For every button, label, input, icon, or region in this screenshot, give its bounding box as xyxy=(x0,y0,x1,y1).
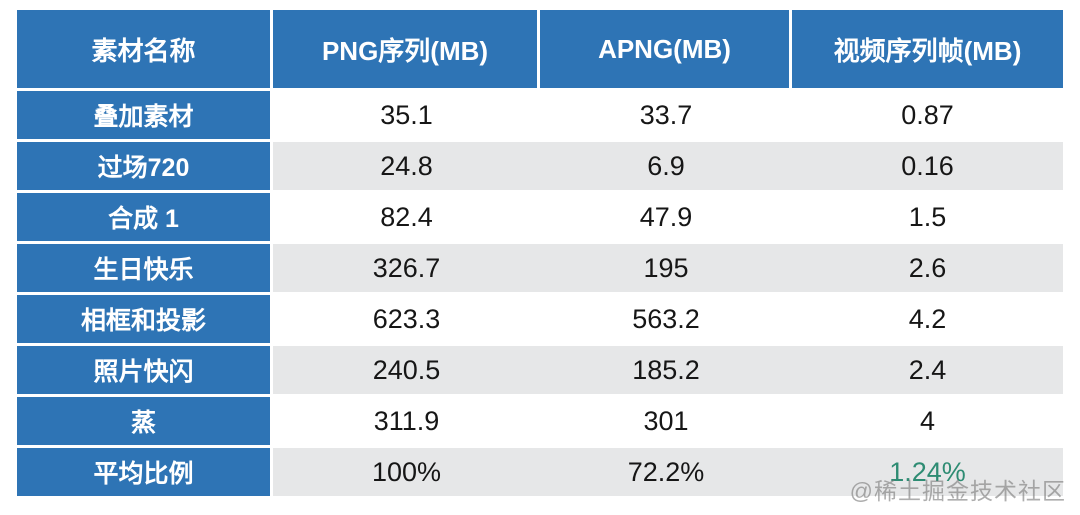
row-label: 过场720 xyxy=(17,142,273,193)
cell-video-highlighted: 1.24% xyxy=(792,448,1063,499)
row-label: 合成 1 xyxy=(17,193,273,244)
cell-video: 2.4 xyxy=(792,346,1063,397)
table-row: 照片快闪 240.5 185.2 2.4 xyxy=(17,346,1063,397)
cell-png: 311.9 xyxy=(273,397,540,448)
table-row: 过场720 24.8 6.9 0.16 xyxy=(17,142,1063,193)
table-row: 相框和投影 623.3 563.2 4.2 xyxy=(17,295,1063,346)
cell-video: 4 xyxy=(792,397,1063,448)
cell-png: 82.4 xyxy=(273,193,540,244)
table-row: 合成 1 82.4 47.9 1.5 xyxy=(17,193,1063,244)
cell-apng: 72.2% xyxy=(540,448,792,499)
row-label: 蒸 xyxy=(17,397,273,448)
header-png-sequence: PNG序列(MB) xyxy=(273,10,540,91)
cell-video: 0.87 xyxy=(792,91,1063,142)
cell-apng: 185.2 xyxy=(540,346,792,397)
cell-png: 35.1 xyxy=(273,91,540,142)
cell-png: 623.3 xyxy=(273,295,540,346)
cell-apng: 33.7 xyxy=(540,91,792,142)
cell-png: 240.5 xyxy=(273,346,540,397)
row-label: 相框和投影 xyxy=(17,295,273,346)
cell-png: 326.7 xyxy=(273,244,540,295)
table-header-row: 素材名称 PNG序列(MB) APNG(MB) 视频序列帧(MB) xyxy=(17,10,1063,91)
table-row-average-ratio: 平均比例 100% 72.2% 1.24% xyxy=(17,448,1063,499)
cell-png: 24.8 xyxy=(273,142,540,193)
header-asset-name: 素材名称 xyxy=(17,10,273,91)
cell-png: 100% xyxy=(273,448,540,499)
cell-apng: 301 xyxy=(540,397,792,448)
cell-apng: 6.9 xyxy=(540,142,792,193)
cell-apng: 47.9 xyxy=(540,193,792,244)
table-row: 蒸 311.9 301 4 xyxy=(17,397,1063,448)
cell-video: 0.16 xyxy=(792,142,1063,193)
row-label: 照片快闪 xyxy=(17,346,273,397)
header-video-frames: 视频序列帧(MB) xyxy=(792,10,1063,91)
asset-size-comparison-table: 素材名称 PNG序列(MB) APNG(MB) 视频序列帧(MB) 叠加素材 3… xyxy=(17,10,1063,499)
cell-video: 1.5 xyxy=(792,193,1063,244)
header-apng: APNG(MB) xyxy=(540,10,792,91)
row-label: 叠加素材 xyxy=(17,91,273,142)
cell-video: 2.6 xyxy=(792,244,1063,295)
row-label: 生日快乐 xyxy=(17,244,273,295)
table-row: 叠加素材 35.1 33.7 0.87 xyxy=(17,91,1063,142)
cell-apng: 563.2 xyxy=(540,295,792,346)
cell-video: 4.2 xyxy=(792,295,1063,346)
table-row: 生日快乐 326.7 195 2.6 xyxy=(17,244,1063,295)
row-label: 平均比例 xyxy=(17,448,273,499)
cell-apng: 195 xyxy=(540,244,792,295)
